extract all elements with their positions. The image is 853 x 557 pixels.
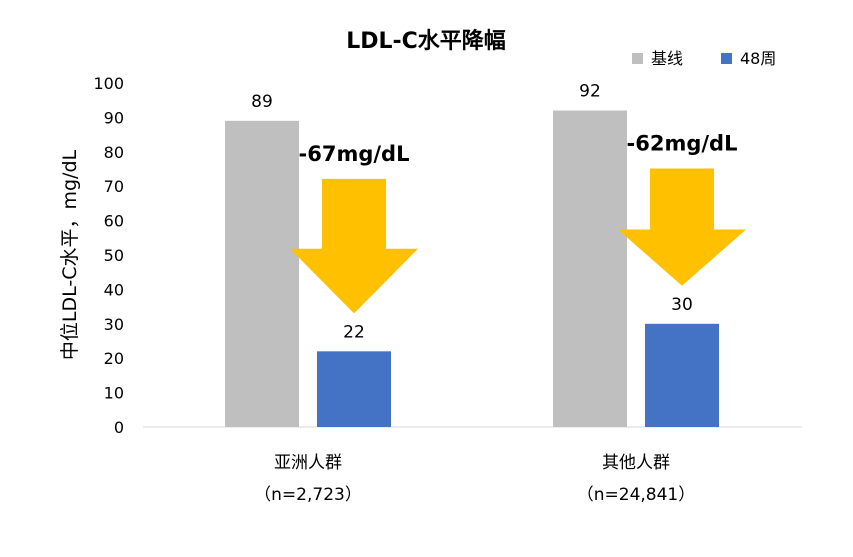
delta-annotations: -67mg/dL -62mg/dL [299, 132, 738, 166]
category-label: 其他人群 [602, 453, 670, 473]
category-label: 亚洲人群 [274, 453, 342, 473]
bar [645, 323, 719, 427]
value-labels: 89 92 22 30 [251, 82, 693, 343]
bar [317, 351, 391, 427]
legend: 基线 48周 [632, 49, 776, 68]
y-tick-label: 90 [104, 108, 124, 127]
bar [553, 110, 627, 428]
y-tick-label: 40 [104, 280, 124, 299]
bar-value-label: 92 [579, 82, 601, 102]
legend-label-baseline: 基线 [651, 49, 683, 68]
y-axis-label: 中位LDL-C水平，mg/dL [59, 149, 81, 360]
y-tick-label: 70 [104, 177, 124, 196]
bar-value-label: 89 [251, 92, 273, 112]
y-tick-label: 0 [114, 418, 124, 437]
delta-arrow [290, 178, 418, 314]
y-tick-label: 60 [104, 212, 124, 231]
category-sample-size: （n=2,723） [254, 485, 362, 505]
y-tick-label: 20 [104, 349, 124, 368]
chart-title: LDL-C水平降幅 [346, 29, 506, 54]
bar-value-label: 30 [671, 295, 693, 315]
legend-swatch-48-weeks [721, 53, 732, 64]
y-tick-label: 30 [104, 315, 124, 334]
y-tick-label: 10 [104, 384, 124, 403]
bar-value-label: 22 [343, 322, 365, 342]
delta-arrow [618, 168, 746, 286]
legend-swatch-baseline [632, 53, 643, 64]
category-labels: 亚洲人群 （n=2,723） 其他人群 （n=24,841） [254, 453, 695, 505]
delta-arrows [290, 168, 746, 314]
y-tick-label: 100 [93, 74, 124, 93]
bars [225, 110, 719, 428]
legend-label-48-weeks: 48周 [740, 49, 776, 68]
y-axis-ticks: 0 10 20 30 40 50 60 70 80 90 100 [93, 74, 124, 437]
delta-annotation: -67mg/dL [299, 142, 410, 166]
y-tick-label: 80 [104, 143, 124, 162]
bar [225, 120, 299, 427]
delta-annotation: -62mg/dL [627, 132, 738, 156]
y-tick-label: 50 [104, 246, 124, 265]
category-sample-size: （n=24,841） [577, 485, 696, 505]
